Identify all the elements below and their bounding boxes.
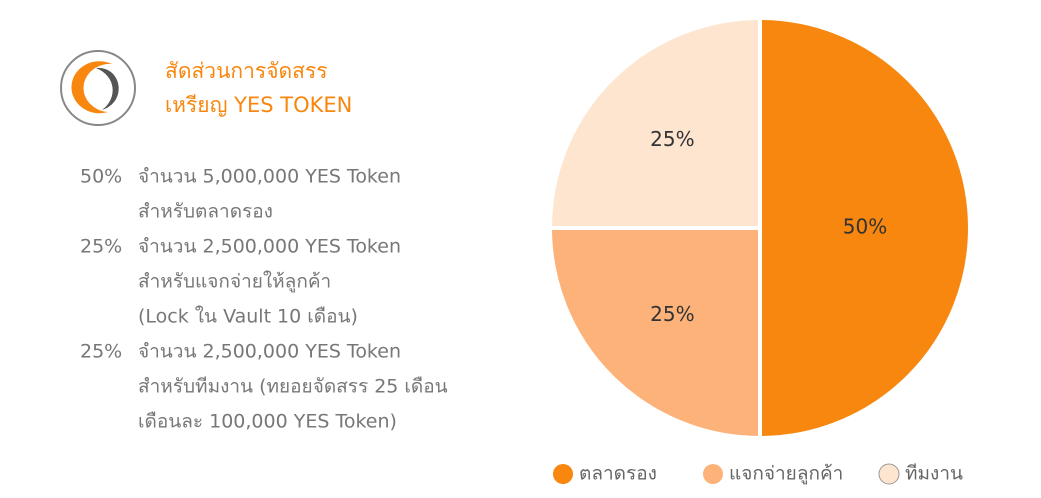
- slice-label: 25%: [650, 302, 694, 326]
- pie-slice: [547, 15, 762, 230]
- title: เหรียญ YES TOKEN: [165, 93, 352, 117]
- pie-slice: [547, 226, 762, 441]
- title: สัดส่วนการจัดสรร: [165, 59, 328, 83]
- logo: [60, 50, 136, 126]
- allocation-line: สำหรับตลาดรอง: [138, 201, 273, 223]
- allocation-percent: 25%: [80, 236, 122, 258]
- allocation-percent: 50%: [80, 166, 122, 188]
- allocation-line: เดือนละ 100,000 YES Token): [138, 411, 397, 433]
- slice-label: 50%: [843, 215, 887, 239]
- allocation-percent: 25%: [80, 341, 122, 363]
- pie-slice: [758, 15, 972, 441]
- allocation-line: จำนวน 5,000,000 YES Token: [138, 166, 401, 188]
- allocation-line: สำหรับแจกจ่ายให้ลูกค้า: [138, 271, 331, 293]
- slice-label: 25%: [650, 127, 694, 151]
- legend-swatch: [878, 463, 900, 485]
- allocation-line: สำหรับทีมงาน (ทยอยจัดสรร 25 เดือน: [138, 376, 448, 398]
- legend-swatch: [553, 464, 573, 484]
- legend-label: แจกจ่ายลูกค้า: [729, 463, 843, 485]
- legend-label: ทีมงาน: [905, 463, 963, 485]
- legend-label: ตลาดรอง: [579, 463, 657, 485]
- allocation-line: จำนวน 2,500,000 YES Token: [138, 341, 401, 363]
- allocation-line: จำนวน 2,500,000 YES Token: [138, 236, 401, 258]
- allocation-line: (Lock ใน Vault 10 เดือน): [138, 306, 358, 328]
- legend-swatch: [703, 464, 723, 484]
